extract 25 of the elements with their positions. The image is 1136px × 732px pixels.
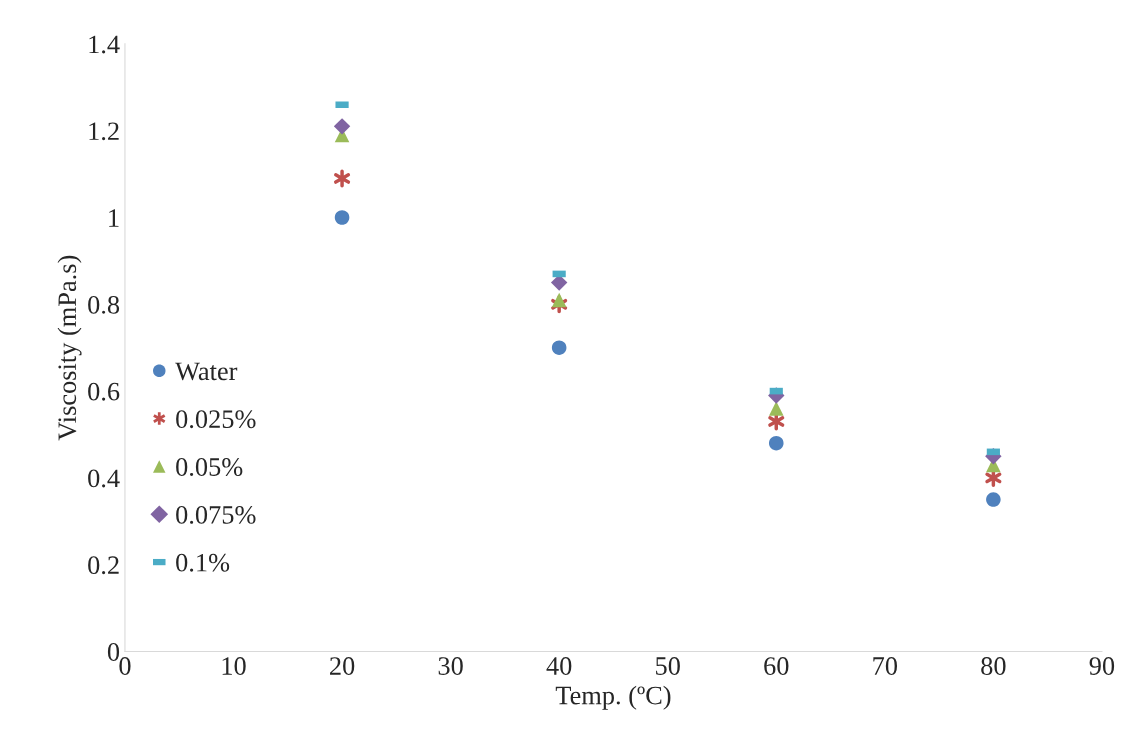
x-tick-label: 70 xyxy=(873,657,898,675)
x-tick-label: 30 xyxy=(438,657,463,675)
x-tick-label: 0 xyxy=(119,657,131,675)
y-tick-label: 0 xyxy=(107,643,120,661)
x-tick-label: 40 xyxy=(546,657,572,675)
y-tick-label: 0.6 xyxy=(88,382,120,401)
y-tick-label: 0.2 xyxy=(88,556,119,575)
y-tick-label: 1.4 xyxy=(89,35,120,54)
y-tick-label: 0.8 xyxy=(88,295,120,314)
x-axis-title: Temp. (ºC) xyxy=(555,685,671,710)
y-axis-title: Viscosity (mPa.s) xyxy=(57,255,82,441)
x-tick-label: 60 xyxy=(764,657,789,675)
legend-label: Water xyxy=(175,362,238,381)
legend-label: 0.075% xyxy=(176,505,256,524)
legend-label: 0.05% xyxy=(176,458,243,477)
x-tick-label: 10 xyxy=(222,657,246,675)
legend-label: 0.1% xyxy=(176,553,230,572)
x-tick-label: 80 xyxy=(981,657,1006,675)
y-tick-label: 0.4 xyxy=(88,469,120,488)
x-tick-label: 90 xyxy=(1089,657,1115,675)
legend-label: 0.025% xyxy=(176,410,256,429)
x-tick-label: 50 xyxy=(656,657,680,675)
x-tick-label: 20 xyxy=(330,657,355,675)
y-tick-label: 1 xyxy=(109,209,119,227)
y-tick-label: 1.2 xyxy=(89,122,119,141)
